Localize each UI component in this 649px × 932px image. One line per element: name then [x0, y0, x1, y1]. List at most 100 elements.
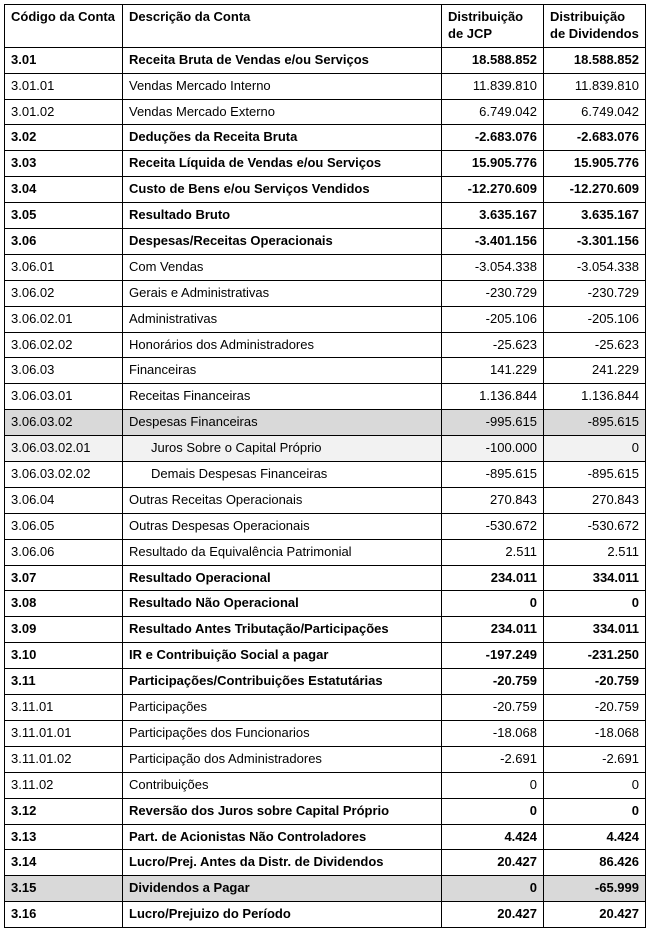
cell-jcp: 6.749.042 [442, 99, 544, 125]
cell-codigo: 3.06.03.02 [5, 410, 123, 436]
cell-jcp: -530.672 [442, 513, 544, 539]
cell-div: 4.424 [544, 824, 646, 850]
cell-jcp: -3.401.156 [442, 229, 544, 255]
header-row: Código da Conta Descrição da Conta Distr… [5, 5, 646, 48]
table-row: 3.04Custo de Bens e/ou Serviços Vendidos… [5, 177, 646, 203]
cell-desc: Part. de Acionistas Não Controladores [123, 824, 442, 850]
cell-desc: Juros Sobre o Capital Próprio [123, 436, 442, 462]
table-row: 3.06.03.02Despesas Financeiras-995.615-8… [5, 410, 646, 436]
cell-codigo: 3.03 [5, 151, 123, 177]
cell-codigo: 3.12 [5, 798, 123, 824]
cell-jcp: 0 [442, 876, 544, 902]
cell-codigo: 3.16 [5, 902, 123, 928]
cell-jcp: -20.759 [442, 669, 544, 695]
cell-desc: Participações [123, 695, 442, 721]
table-row: 3.02Deduções da Receita Bruta-2.683.076-… [5, 125, 646, 151]
header-div: Distribuição de Dividendos [544, 5, 646, 48]
cell-jcp: 18.588.852 [442, 47, 544, 73]
cell-desc: Lucro/Prejuizo do Período [123, 902, 442, 928]
cell-div: 20.427 [544, 902, 646, 928]
cell-desc-text: Juros Sobre o Capital Próprio [129, 440, 322, 457]
table-row: 3.10IR e Contribuição Social a pagar-197… [5, 643, 646, 669]
cell-div: 0 [544, 772, 646, 798]
cell-div: -65.999 [544, 876, 646, 902]
table-row: 3.08Resultado Não Operacional00 [5, 591, 646, 617]
cell-jcp: -3.054.338 [442, 254, 544, 280]
cell-div: -895.615 [544, 410, 646, 436]
cell-jcp: -2.683.076 [442, 125, 544, 151]
cell-jcp: 3.635.167 [442, 203, 544, 229]
cell-codigo: 3.01 [5, 47, 123, 73]
cell-desc: Receitas Financeiras [123, 384, 442, 410]
cell-div: -2.683.076 [544, 125, 646, 151]
cell-jcp: 11.839.810 [442, 73, 544, 99]
table-row: 3.13Part. de Acionistas Não Controladore… [5, 824, 646, 850]
table-row: 3.11.01.01Participações dos Funcionarios… [5, 720, 646, 746]
cell-desc: Resultado Bruto [123, 203, 442, 229]
table-row: 3.06.02.01Administrativas-205.106-205.10… [5, 306, 646, 332]
cell-codigo: 3.06.03.01 [5, 384, 123, 410]
cell-codigo: 3.11 [5, 669, 123, 695]
cell-div: 18.588.852 [544, 47, 646, 73]
cell-div: 334.011 [544, 617, 646, 643]
cell-desc: Honorários dos Administradores [123, 332, 442, 358]
cell-div: -530.672 [544, 513, 646, 539]
cell-div: 86.426 [544, 850, 646, 876]
cell-codigo: 3.06.01 [5, 254, 123, 280]
cell-div: 0 [544, 436, 646, 462]
cell-div: -205.106 [544, 306, 646, 332]
cell-jcp: 20.427 [442, 902, 544, 928]
cell-codigo: 3.06.02 [5, 280, 123, 306]
cell-codigo: 3.06.02.02 [5, 332, 123, 358]
cell-desc: Gerais e Administrativas [123, 280, 442, 306]
cell-desc: Despesas/Receitas Operacionais [123, 229, 442, 255]
cell-div: 15.905.776 [544, 151, 646, 177]
cell-codigo: 3.06.03.02.01 [5, 436, 123, 462]
table-row: 3.06.06Resultado da Equivalência Patrimo… [5, 539, 646, 565]
table-row: 3.01Receita Bruta de Vendas e/ou Serviço… [5, 47, 646, 73]
cell-codigo: 3.11.01.01 [5, 720, 123, 746]
table-row: 3.15Dividendos a Pagar0-65.999 [5, 876, 646, 902]
cell-div: -12.270.609 [544, 177, 646, 203]
cell-div: -2.691 [544, 746, 646, 772]
cell-desc: Financeiras [123, 358, 442, 384]
cell-desc: Despesas Financeiras [123, 410, 442, 436]
cell-desc: Reversão dos Juros sobre Capital Próprio [123, 798, 442, 824]
cell-codigo: 3.02 [5, 125, 123, 151]
cell-desc: Resultado Antes Tributação/Participações [123, 617, 442, 643]
cell-desc: Resultado da Equivalência Patrimonial [123, 539, 442, 565]
cell-codigo: 3.01.02 [5, 99, 123, 125]
cell-codigo: 3.07 [5, 565, 123, 591]
cell-div: 0 [544, 591, 646, 617]
cell-desc: Resultado Não Operacional [123, 591, 442, 617]
cell-jcp: -895.615 [442, 462, 544, 488]
cell-desc: Outras Despesas Operacionais [123, 513, 442, 539]
cell-div: 2.511 [544, 539, 646, 565]
table-row: 3.07Resultado Operacional234.011334.011 [5, 565, 646, 591]
cell-jcp: -18.068 [442, 720, 544, 746]
cell-jcp: 1.136.844 [442, 384, 544, 410]
cell-codigo: 3.06.06 [5, 539, 123, 565]
cell-desc: Demais Despesas Financeiras [123, 462, 442, 488]
cell-div: 241.229 [544, 358, 646, 384]
cell-codigo: 3.06.04 [5, 487, 123, 513]
cell-div: -25.623 [544, 332, 646, 358]
cell-div: 6.749.042 [544, 99, 646, 125]
table-row: 3.06.03.02.01 Juros Sobre o Capital Própr… [5, 436, 646, 462]
cell-desc: Administrativas [123, 306, 442, 332]
cell-desc: Dividendos a Pagar [123, 876, 442, 902]
cell-jcp: 234.011 [442, 617, 544, 643]
header-desc: Descrição da Conta [123, 5, 442, 48]
table-row: 3.06.02Gerais e Administrativas-230.729-… [5, 280, 646, 306]
table-row: 3.09Resultado Antes Tributação/Participa… [5, 617, 646, 643]
table-header: Código da Conta Descrição da Conta Distr… [5, 5, 646, 48]
table-row: 3.11.01.02Participação dos Administrador… [5, 746, 646, 772]
table-row: 3.06.03.02.02Demais Despesas Financeiras… [5, 462, 646, 488]
cell-jcp: -25.623 [442, 332, 544, 358]
cell-jcp: -20.759 [442, 695, 544, 721]
cell-jcp: -230.729 [442, 280, 544, 306]
cell-div: 11.839.810 [544, 73, 646, 99]
table-row: 3.06Despesas/Receitas Operacionais-3.401… [5, 229, 646, 255]
cell-jcp: -205.106 [442, 306, 544, 332]
cell-desc: Resultado Operacional [123, 565, 442, 591]
